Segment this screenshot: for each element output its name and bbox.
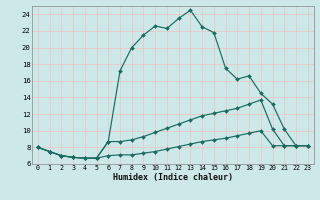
X-axis label: Humidex (Indice chaleur): Humidex (Indice chaleur) [113,173,233,182]
